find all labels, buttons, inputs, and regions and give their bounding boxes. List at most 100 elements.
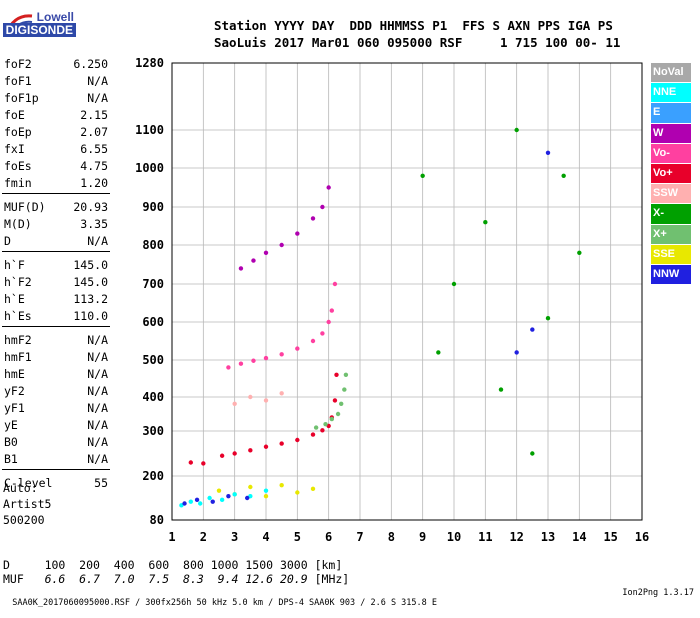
- param-row: foF2 6.250: [2, 56, 110, 73]
- param-row: yE N/A: [2, 417, 110, 434]
- data-point-sse: [310, 486, 316, 492]
- ionogram-plot: 1 2 3 4 5 6 7 8 9 10 11 12 13 14 15 1680200300400500600…: [135, 56, 649, 544]
- data-point-x-: [483, 220, 488, 225]
- param-divider: [2, 193, 110, 199]
- param-value: N/A: [87, 452, 108, 466]
- data-point-nne: [188, 499, 193, 504]
- data-point-nnw: [210, 499, 215, 504]
- param-value: 3.35: [80, 217, 108, 231]
- param-name: fmin: [4, 176, 32, 190]
- x-tick-label: 12: [509, 530, 523, 544]
- data-point-vo-: [251, 358, 256, 363]
- param-value: N/A: [87, 333, 108, 347]
- param-row: h`E 113.2: [2, 291, 110, 308]
- logo-line1: Lowell: [36, 10, 74, 24]
- data-point-vo-: [310, 338, 316, 344]
- param-row: M(D) 3.35: [2, 216, 110, 233]
- param-value: N/A: [87, 350, 108, 364]
- data-point-vo+: [232, 451, 237, 456]
- data-point-ssw: [232, 401, 237, 406]
- legend-item: SSE: [651, 244, 691, 264]
- data-point-vo+: [263, 444, 269, 449]
- data-point-w: [279, 242, 284, 248]
- y-tick-label: 1100: [135, 123, 164, 137]
- header-labels: Station YYYY DAY DDD HHMMSS P1 FFS S AXN…: [214, 18, 613, 33]
- param-divider: [2, 469, 110, 475]
- data-point-vo+: [188, 460, 193, 465]
- param-value: N/A: [87, 435, 108, 449]
- data-point-w: [238, 266, 244, 271]
- param-name: h`Es: [4, 309, 32, 323]
- param-name: foF1: [4, 74, 32, 88]
- legend-item: NoVal: [651, 63, 691, 83]
- param-row: yF2 N/A: [2, 383, 110, 400]
- data-point-nnw: [530, 327, 535, 332]
- param-value: N/A: [87, 234, 108, 248]
- param-row: D N/A: [2, 233, 110, 250]
- auto-line1: Auto:: [3, 481, 38, 495]
- data-point-vo-: [326, 319, 331, 325]
- data-point-x-: [545, 316, 551, 321]
- legend-item: NNE: [651, 83, 691, 103]
- param-name: M(D): [4, 217, 32, 231]
- muf-unit: [MHz]: [314, 572, 350, 586]
- data-point-x-: [420, 173, 425, 178]
- legend-item: W: [651, 123, 691, 143]
- param-name: hmE: [4, 367, 25, 381]
- param-name: foEp: [4, 125, 32, 139]
- data-point-x+: [323, 422, 328, 427]
- legend-item: Vo+: [651, 163, 691, 184]
- param-row: foE 2.15: [2, 107, 110, 124]
- param-name: foF2: [4, 57, 32, 71]
- param-name: foEs: [4, 159, 32, 173]
- data-point-x+: [339, 401, 344, 406]
- data-point-x-: [577, 250, 582, 255]
- param-value: 2.07: [80, 125, 108, 139]
- distance-muf-table: D 100 200 400 600 800 1000 1500 3000 [km…: [3, 558, 349, 586]
- muf-label: MUF: [3, 572, 24, 586]
- param-value: N/A: [87, 401, 108, 415]
- param-name: yF1: [4, 401, 25, 415]
- param-value: 145.0: [73, 275, 108, 289]
- x-tick-label: 16: [635, 530, 649, 544]
- param-divider: [2, 326, 110, 332]
- legend-item: E: [651, 103, 691, 123]
- d-values: 100 200 400 600 800 1000 1500 3000 [km]: [44, 558, 343, 572]
- param-value: 1.20: [80, 176, 108, 190]
- data-point-sse: [216, 488, 222, 493]
- data-point-x-: [436, 350, 441, 355]
- logo-line2: DIGISONDE: [2, 23, 76, 37]
- data-point-w: [295, 231, 300, 236]
- param-row: hmF2 N/A: [2, 332, 110, 349]
- y-tick-label: 80: [150, 513, 164, 527]
- param-name: fxI: [4, 142, 25, 156]
- param-name: MUF(D): [4, 200, 46, 214]
- param-name: hmF1: [4, 350, 32, 364]
- param-name: hmF2: [4, 333, 32, 347]
- param-row: fxI 6.55: [2, 141, 110, 158]
- data-point-nne: [232, 492, 237, 497]
- data-point-nnw: [245, 495, 250, 501]
- data-point-vo+: [332, 398, 338, 403]
- data-point-vo+: [201, 461, 206, 466]
- data-point-vo-: [226, 365, 231, 370]
- x-tick-label: 8: [388, 530, 395, 544]
- data-point-nnw: [514, 350, 519, 355]
- data-point-x-: [498, 387, 504, 392]
- data-point-w: [263, 250, 269, 255]
- y-tick-label: 700: [142, 277, 164, 291]
- legend-item: NNW: [651, 264, 691, 285]
- y-tick-label: 800: [142, 238, 164, 252]
- param-row: C-level 55: [2, 475, 110, 492]
- data-point-x-: [561, 173, 566, 178]
- x-tick-label: 14: [572, 530, 586, 544]
- y-tick-label: 200: [142, 469, 164, 483]
- param-name: h`E: [4, 292, 25, 306]
- auto-line2: Artist5: [3, 497, 52, 511]
- param-row: B0 N/A: [2, 434, 110, 451]
- data-point-sse: [295, 490, 300, 495]
- data-point-vo+: [219, 453, 225, 458]
- x-tick-label: 5: [294, 530, 301, 544]
- digisonde-logo: Lowell DIGISONDE: [2, 10, 84, 42]
- data-point-x+: [329, 416, 334, 422]
